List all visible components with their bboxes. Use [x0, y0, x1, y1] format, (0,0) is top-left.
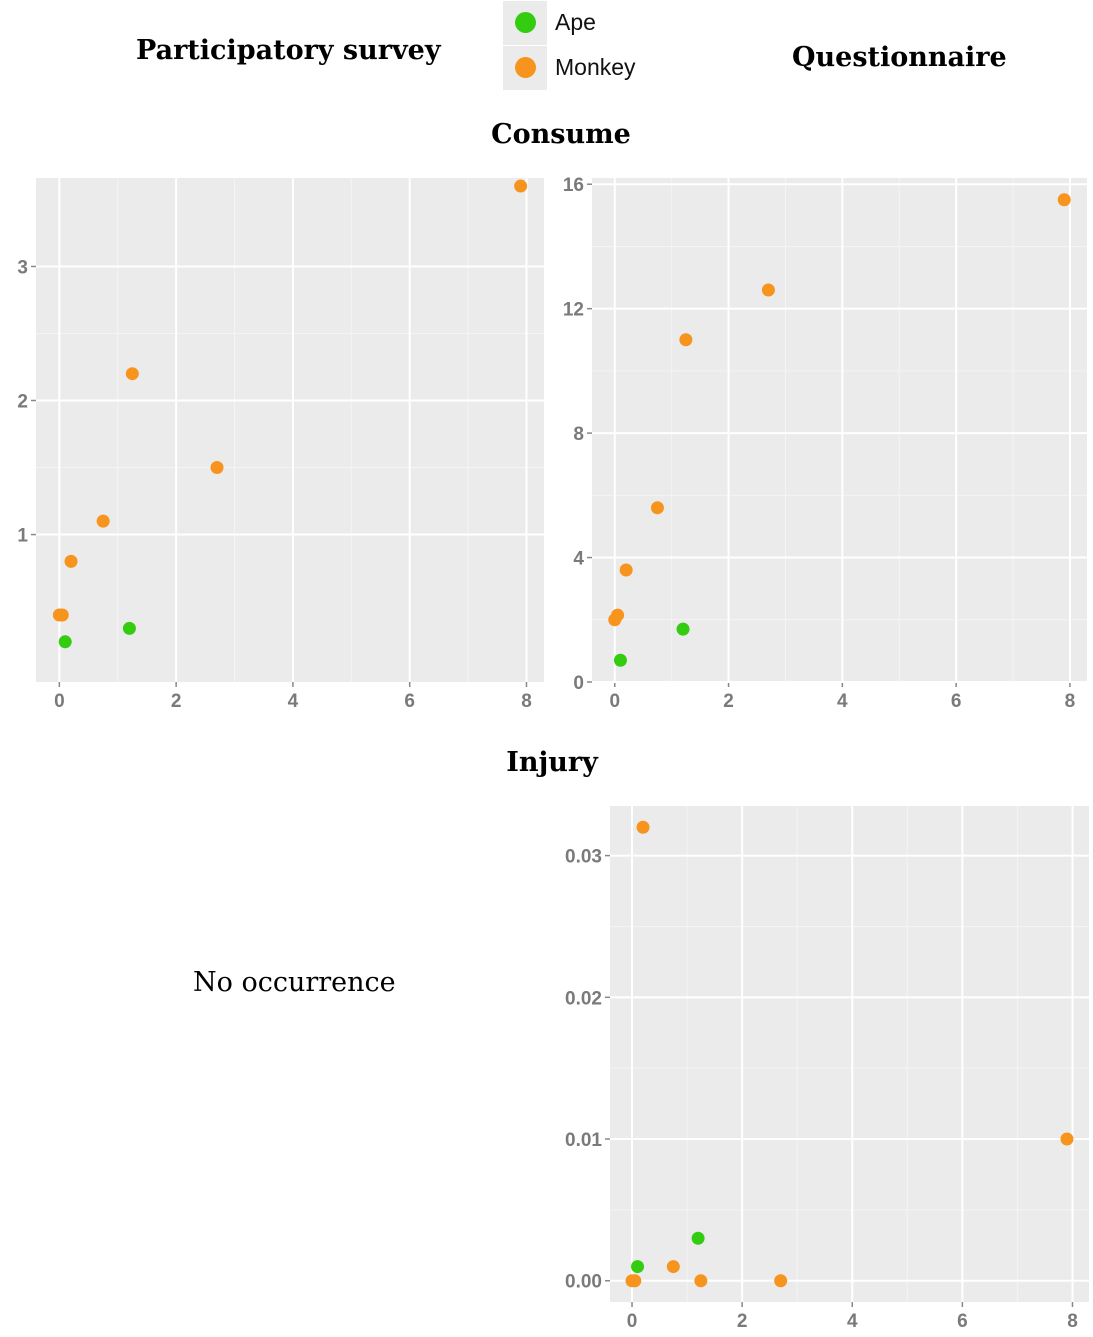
legend-key-ape [503, 0, 547, 45]
x-tick-label: 8 [1065, 691, 1076, 712]
y-tick-label: 0.00 [565, 1272, 602, 1293]
point-monkey [619, 563, 633, 577]
panel-background [36, 178, 544, 682]
point-monkey [611, 608, 625, 622]
point-monkey [628, 1274, 642, 1288]
point-monkey [666, 1260, 680, 1274]
y-tick-label: 8 [573, 424, 584, 445]
point-ape [631, 1260, 645, 1274]
x-tick-label: 6 [951, 691, 962, 712]
panel-background [610, 806, 1089, 1302]
legend: Ape Monkey [503, 0, 636, 90]
x-tick-label: 6 [957, 1311, 968, 1332]
point-monkey [1057, 193, 1071, 207]
y-tick-label: 0.03 [565, 847, 602, 868]
y-tick-label: 1 [17, 526, 28, 547]
point-monkey [514, 179, 528, 193]
point-monkey [694, 1274, 708, 1288]
x-tick-label: 6 [404, 691, 415, 712]
x-tick-label: 0 [609, 691, 620, 712]
legend-label-ape: Ape [555, 9, 596, 35]
legend-label-monkey: Monkey [555, 54, 636, 80]
row-title-injury: Injury [506, 747, 598, 778]
x-tick-label: 8 [1067, 1311, 1078, 1332]
point-monkey [210, 461, 224, 475]
scatter-injury-questionnaire: 0 2 4 6 8 0.00 0.01 0.02 0.03 [565, 806, 1089, 1332]
point-ape [691, 1231, 705, 1245]
point-monkey [650, 501, 664, 515]
point-ape [58, 635, 72, 649]
point-monkey [64, 554, 78, 568]
point-ape [676, 622, 690, 636]
point-monkey [636, 820, 650, 834]
point-monkey [125, 367, 139, 381]
x-tick-label: 4 [837, 691, 848, 712]
row-title-consume: Consume [491, 119, 631, 150]
legend-dot-monkey [515, 56, 536, 78]
column-title-participatory-survey: Participatory survey [136, 35, 441, 66]
y-tick-label: 16 [563, 175, 584, 196]
x-tick-label: 0 [54, 691, 65, 712]
point-monkey [1060, 1132, 1074, 1146]
scatter-consume-questionnaire: 0 2 4 6 8 0 4 8 12 16 [563, 175, 1087, 712]
legend-dot-ape [515, 11, 536, 33]
x-tick-label: 4 [847, 1311, 858, 1332]
x-tick-label: 2 [723, 691, 734, 712]
x-tick-label: 8 [521, 691, 532, 712]
y-tick-label: 0.02 [565, 988, 602, 1009]
panel-background [592, 178, 1087, 682]
y-tick-label: 4 [573, 549, 584, 570]
point-monkey [679, 333, 693, 347]
point-monkey [96, 514, 110, 528]
y-tick-label: 0.01 [565, 1130, 602, 1151]
y-tick-label: 12 [563, 300, 584, 321]
legend-item-ape: Ape [503, 0, 636, 45]
legend-key-monkey [503, 45, 547, 90]
point-monkey [761, 283, 775, 297]
column-title-questionnaire: Questionnaire [792, 42, 1007, 73]
x-tick-label: 0 [627, 1311, 638, 1332]
point-ape [122, 621, 136, 635]
point-ape [613, 653, 627, 667]
y-tick-label: 3 [17, 257, 28, 278]
y-tick-label: 2 [17, 392, 28, 413]
x-tick-label: 4 [288, 691, 299, 712]
legend-item-monkey: Monkey [503, 45, 636, 90]
x-tick-label: 2 [737, 1311, 748, 1332]
y-tick-label: 0 [573, 673, 584, 694]
x-tick-label: 2 [171, 691, 182, 712]
point-monkey [55, 608, 69, 622]
point-monkey [774, 1274, 788, 1288]
scatter-consume-participatory: 0 2 4 6 8 1 2 3 [17, 178, 544, 712]
no-occurrence-label: No occurrence [193, 967, 396, 998]
